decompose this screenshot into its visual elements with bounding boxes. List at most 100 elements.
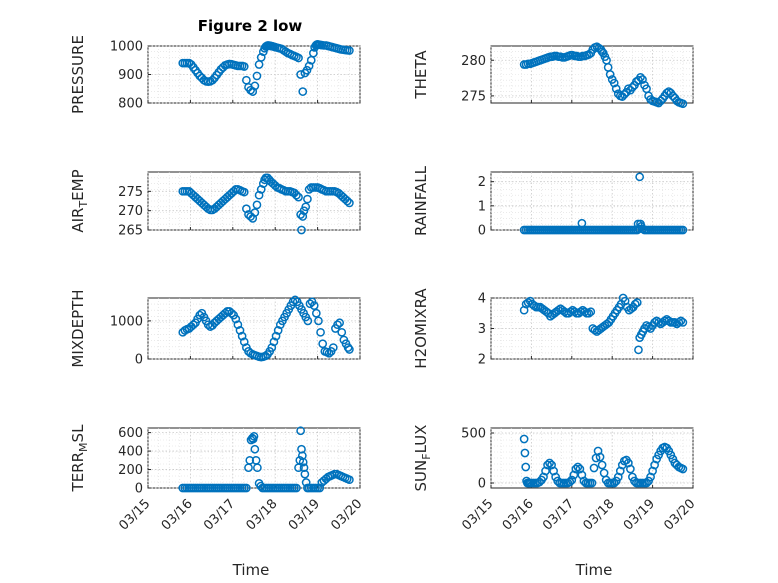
y-tick-label: 2: [478, 353, 486, 368]
data-point: [252, 200, 262, 210]
subplot-terr: 0 200 400 600 03/15 03/16 03/17 03/18 03/19 03/20…: [69, 424, 365, 534]
data-point: [273, 326, 283, 335]
data-point: [304, 61, 314, 71]
x-tick-label: 03/16: [500, 496, 537, 533]
data-point: [642, 478, 651, 488]
data-point: [231, 314, 241, 324]
x-tick-label: 03/15: [116, 496, 153, 533]
data-point: [635, 172, 645, 182]
data-point: [628, 82, 637, 92]
y-axis-label-main: TERR: [69, 452, 87, 493]
data-point: [335, 318, 344, 328]
data-point: [309, 301, 319, 310]
x-tick-label: 03/17: [201, 496, 238, 533]
x-tick-label: 03/18: [244, 496, 281, 533]
data-point: [678, 318, 688, 327]
data-point: [250, 444, 260, 454]
data-point: [573, 462, 583, 472]
y-tick-label: 0: [478, 224, 486, 239]
data-point: [636, 73, 645, 82]
data-point: [609, 478, 619, 488]
data-point: [632, 298, 642, 307]
data-point: [302, 65, 312, 75]
x-tick-label: 03/16: [159, 496, 196, 533]
data-point: [634, 345, 643, 355]
subplot-mixdepth: 0 1000 MIXDEPTH: [69, 289, 361, 368]
y-axis-label: THETA: [412, 50, 430, 100]
data-point: [565, 477, 575, 487]
y-tick-label: 265: [118, 224, 143, 239]
y-tick-label: 800: [118, 97, 143, 112]
data-point: [290, 295, 300, 305]
x-tick-label: 03/17: [540, 496, 577, 533]
data-point: [638, 75, 647, 84]
y-tick-label: 1: [478, 199, 486, 214]
x-axis-label-left: Time: [232, 561, 270, 579]
data-point: [242, 483, 251, 493]
data-point: [195, 310, 205, 320]
y-axis-label: TERRMSL: [69, 424, 90, 493]
subplot-pressure: 800 900 1000 PRESSURE: [69, 35, 361, 114]
data-point: [300, 469, 310, 479]
data-point: [543, 460, 552, 470]
data-point: [571, 464, 581, 474]
y-tick-label: 4: [478, 292, 486, 307]
subplot-h2omixra: 2 3 4 H2OMIXRA: [412, 288, 694, 369]
data-point: [252, 71, 262, 81]
data-point: [298, 457, 308, 467]
data-point: [237, 331, 247, 341]
y-tick-label: 280: [461, 54, 486, 69]
y-axis-label-main: THETA: [412, 50, 430, 100]
data-point: [253, 463, 262, 473]
data-point: [584, 308, 594, 318]
y-axis-label-main: RAINFALL: [412, 165, 430, 236]
data-point: [660, 316, 670, 326]
data-point: [560, 307, 569, 317]
data-point: [654, 318, 664, 327]
subplot-theta: 275 280 THETA: [412, 42, 694, 109]
subplot-air: 265 270 275 AIRTEMP: [69, 169, 361, 239]
data-point: [521, 462, 531, 472]
y-axis-label-main: PRESSURE: [69, 35, 87, 114]
data-point: [269, 337, 279, 347]
data-point: [576, 307, 586, 317]
y-axis-label: MIXDEPTH: [69, 289, 87, 367]
data-point: [650, 318, 659, 327]
data-point: [324, 348, 334, 358]
data-point: [609, 78, 619, 88]
y-axis-label: PRESSURE: [69, 35, 87, 114]
data-point: [567, 475, 577, 485]
y-axis-label-main: MIXDEPTH: [69, 289, 87, 367]
data-point: [292, 483, 301, 493]
data-point: [664, 316, 674, 326]
y-tick-label: 900: [118, 68, 143, 83]
x-tick-label: 03/20: [328, 496, 365, 533]
y-tick-label: 600: [118, 426, 143, 441]
y-tick-label: 1000: [110, 40, 143, 55]
y-axis-label: H2OMIXRA: [412, 288, 430, 369]
y-axis-label-main: H2OMIXRA: [412, 288, 430, 369]
data-point: [245, 455, 255, 465]
data-point: [249, 431, 259, 441]
data-point: [298, 212, 308, 221]
y-tick-label: 270: [118, 204, 143, 219]
y-tick-label: 400: [118, 445, 143, 460]
x-tick-label: 03/19: [621, 496, 658, 533]
data-point: [676, 316, 686, 326]
data-point: [296, 70, 305, 79]
y-axis-label-tail: LUX: [412, 425, 430, 454]
data-point: [589, 463, 599, 473]
data-point: [208, 75, 217, 85]
data-point: [316, 327, 325, 337]
data-point: [570, 307, 579, 317]
data-point: [337, 327, 347, 337]
y-axis-label-sub: M: [77, 442, 90, 452]
data-point: [189, 320, 198, 330]
data-point: [239, 187, 249, 197]
data-point: [233, 320, 243, 330]
y-axis-label-sub: F: [420, 453, 433, 459]
data-point: [294, 53, 303, 63]
data-point: [248, 87, 258, 96]
data-point: [261, 351, 270, 361]
